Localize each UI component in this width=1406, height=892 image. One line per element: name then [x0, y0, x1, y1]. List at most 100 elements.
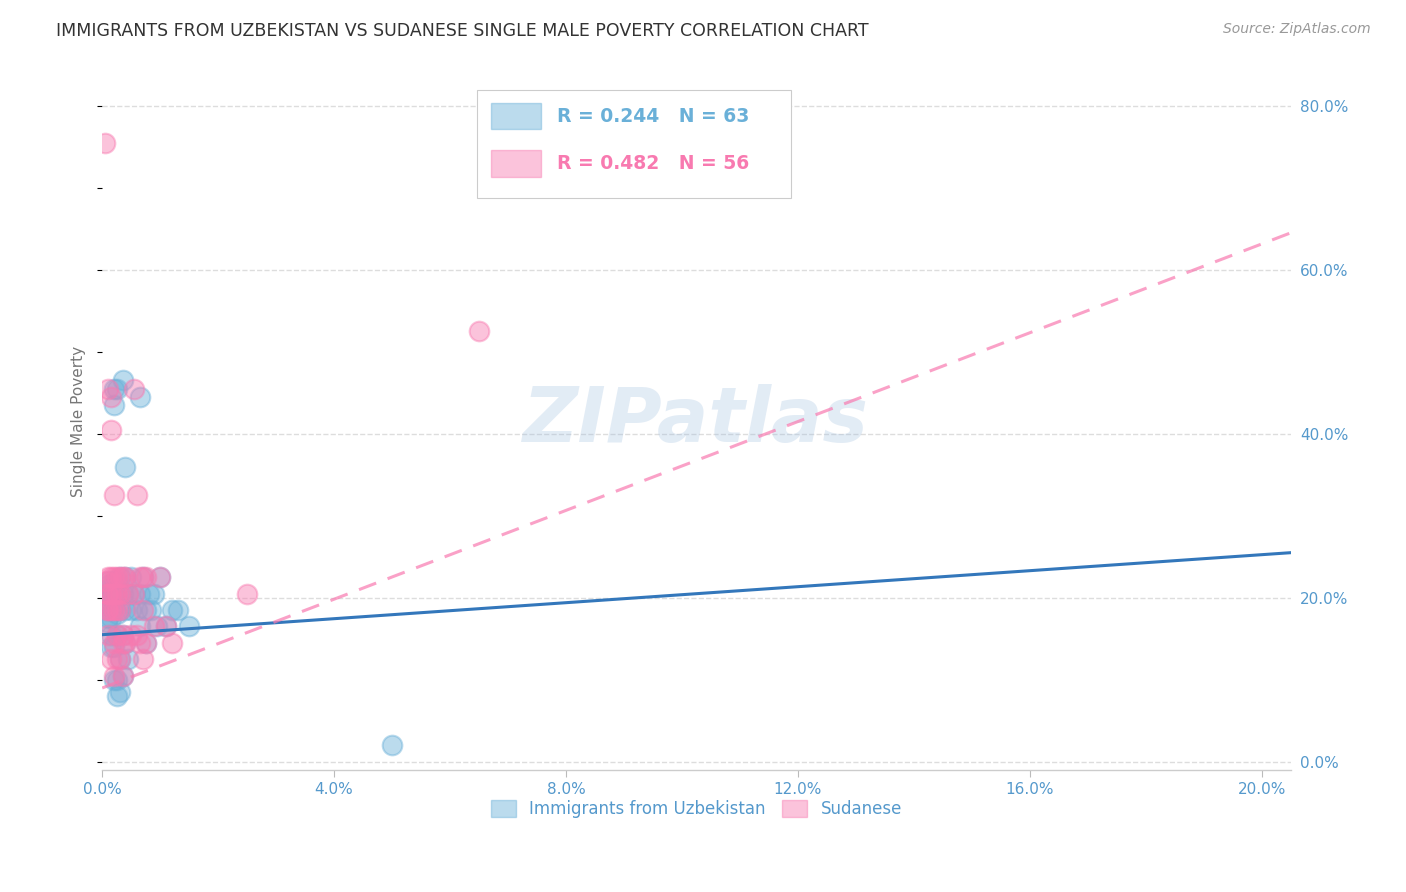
- Point: [97, 603, 120, 617]
- Point: [120, 570, 142, 584]
- Point: [94, 595, 117, 609]
- Point: [132, 603, 155, 617]
- Point: [105, 574, 128, 589]
- Point: [97, 587, 120, 601]
- Point: [128, 619, 150, 633]
- Point: [103, 599, 125, 613]
- Point: [108, 603, 131, 617]
- Point: [105, 382, 128, 396]
- Point: [97, 611, 120, 625]
- Point: [105, 689, 128, 703]
- Point: [105, 587, 128, 601]
- Point: [179, 619, 201, 633]
- Bar: [491, 103, 541, 129]
- Point: [160, 603, 183, 617]
- Point: [468, 324, 491, 338]
- Point: [111, 587, 134, 601]
- Point: [117, 587, 139, 601]
- Point: [100, 582, 122, 597]
- Point: [100, 570, 122, 584]
- Point: [135, 570, 157, 584]
- Point: [149, 570, 172, 584]
- Point: [135, 636, 157, 650]
- Point: [114, 636, 136, 650]
- Point: [103, 398, 125, 412]
- Point: [135, 603, 157, 617]
- Point: [105, 570, 128, 584]
- Point: [100, 640, 122, 654]
- Point: [125, 628, 148, 642]
- Point: [103, 382, 125, 396]
- Point: [105, 628, 128, 642]
- Point: [96, 582, 118, 597]
- Point: [103, 574, 125, 589]
- Point: [117, 652, 139, 666]
- Point: [149, 570, 172, 584]
- Point: [122, 382, 145, 396]
- Point: [114, 570, 136, 584]
- Text: Source: ZipAtlas.com: Source: ZipAtlas.com: [1223, 22, 1371, 37]
- Point: [100, 587, 122, 601]
- Point: [111, 374, 134, 388]
- Point: [98, 599, 121, 613]
- Point: [96, 603, 118, 617]
- Point: [97, 599, 120, 613]
- Point: [105, 652, 128, 666]
- Point: [103, 673, 125, 687]
- Point: [146, 619, 169, 633]
- Point: [100, 652, 122, 666]
- Point: [132, 570, 155, 584]
- Point: [108, 570, 131, 584]
- Point: [111, 669, 134, 683]
- Point: [111, 570, 134, 584]
- Point: [125, 603, 148, 617]
- Point: [125, 488, 148, 502]
- Point: [132, 570, 155, 584]
- Point: [155, 619, 177, 633]
- Text: R = 0.244   N = 63: R = 0.244 N = 63: [557, 107, 749, 126]
- Point: [97, 587, 120, 601]
- Point: [108, 652, 131, 666]
- Point: [114, 636, 136, 650]
- Point: [100, 423, 122, 437]
- Point: [98, 574, 121, 589]
- Point: [108, 685, 131, 699]
- Text: IMMIGRANTS FROM UZBEKISTAN VS SUDANESE SINGLE MALE POVERTY CORRELATION CHART: IMMIGRANTS FROM UZBEKISTAN VS SUDANESE S…: [56, 22, 869, 40]
- Point: [105, 591, 128, 605]
- Point: [103, 488, 125, 502]
- Point: [122, 587, 145, 601]
- Point: [111, 628, 134, 642]
- Point: [94, 136, 117, 150]
- Point: [111, 636, 134, 650]
- Point: [105, 628, 128, 642]
- FancyBboxPatch shape: [477, 90, 792, 198]
- Point: [117, 587, 139, 601]
- Point: [103, 603, 125, 617]
- Point: [155, 619, 177, 633]
- Legend: Immigrants from Uzbekistan, Sudanese: Immigrants from Uzbekistan, Sudanese: [484, 793, 908, 824]
- Point: [105, 603, 128, 617]
- Point: [120, 603, 142, 617]
- Point: [108, 570, 131, 584]
- Point: [96, 587, 118, 601]
- Point: [111, 669, 134, 683]
- Point: [120, 628, 142, 642]
- Point: [103, 570, 125, 584]
- Point: [103, 640, 125, 654]
- Point: [160, 636, 183, 650]
- Point: [105, 673, 128, 687]
- Text: ZIPatlas: ZIPatlas: [523, 384, 869, 458]
- Point: [111, 628, 134, 642]
- Point: [381, 739, 404, 753]
- Point: [97, 570, 120, 584]
- Text: R = 0.482   N = 56: R = 0.482 N = 56: [557, 154, 749, 173]
- Point: [100, 390, 122, 404]
- Point: [103, 636, 125, 650]
- Point: [97, 382, 120, 396]
- Point: [96, 615, 118, 630]
- Point: [114, 459, 136, 474]
- Point: [166, 603, 188, 617]
- Point: [555, 54, 578, 68]
- Point: [143, 587, 166, 601]
- Bar: [491, 151, 541, 177]
